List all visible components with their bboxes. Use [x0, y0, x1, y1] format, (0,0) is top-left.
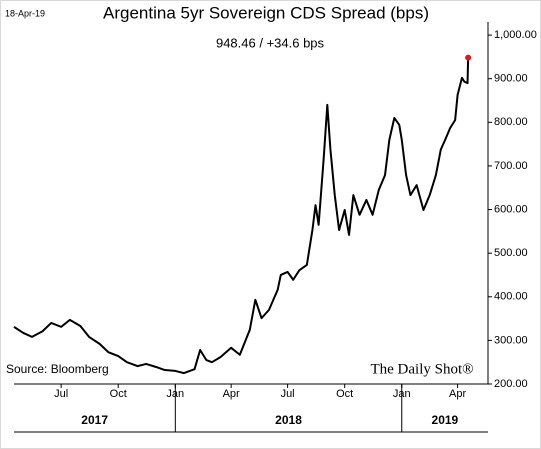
y-tick-label: 600.00 — [494, 203, 528, 215]
year-label: 2018 — [275, 413, 302, 427]
year-label: 2019 — [432, 413, 459, 427]
x-tick-label: Oct — [110, 388, 127, 400]
source: Source: Bloomberg — [6, 362, 109, 376]
brand: The Daily Shot® — [370, 361, 473, 377]
year-label: 2017 — [81, 413, 108, 427]
y-tick-label: 1,000.00 — [494, 29, 537, 41]
y-tick-label: 700.00 — [494, 160, 528, 172]
y-tick-label: 800.00 — [494, 116, 528, 128]
line — [13, 57, 470, 375]
y-tick-label: 500.00 — [494, 247, 528, 259]
y-tick-label: 900.00 — [494, 73, 528, 85]
y-tick-label: 400.00 — [494, 291, 528, 303]
annotation: 948.46 / +34.6 bps — [216, 35, 325, 50]
x-tick-label: Apr — [223, 388, 240, 400]
chart-title: Argentina 5yr Sovereign CDS Spread (bps) — [103, 3, 429, 22]
y-tick-label: 300.00 — [494, 334, 528, 346]
x-tick-label: Jul — [54, 388, 68, 400]
y-tick-label: 200.00 — [494, 378, 528, 390]
x-tick-label: Jul — [281, 388, 295, 400]
x-tick-label: Apr — [449, 388, 466, 400]
date-label: 18-Apr-19 — [5, 8, 45, 18]
last-point — [465, 54, 472, 61]
x-tick-label: Oct — [336, 388, 353, 400]
